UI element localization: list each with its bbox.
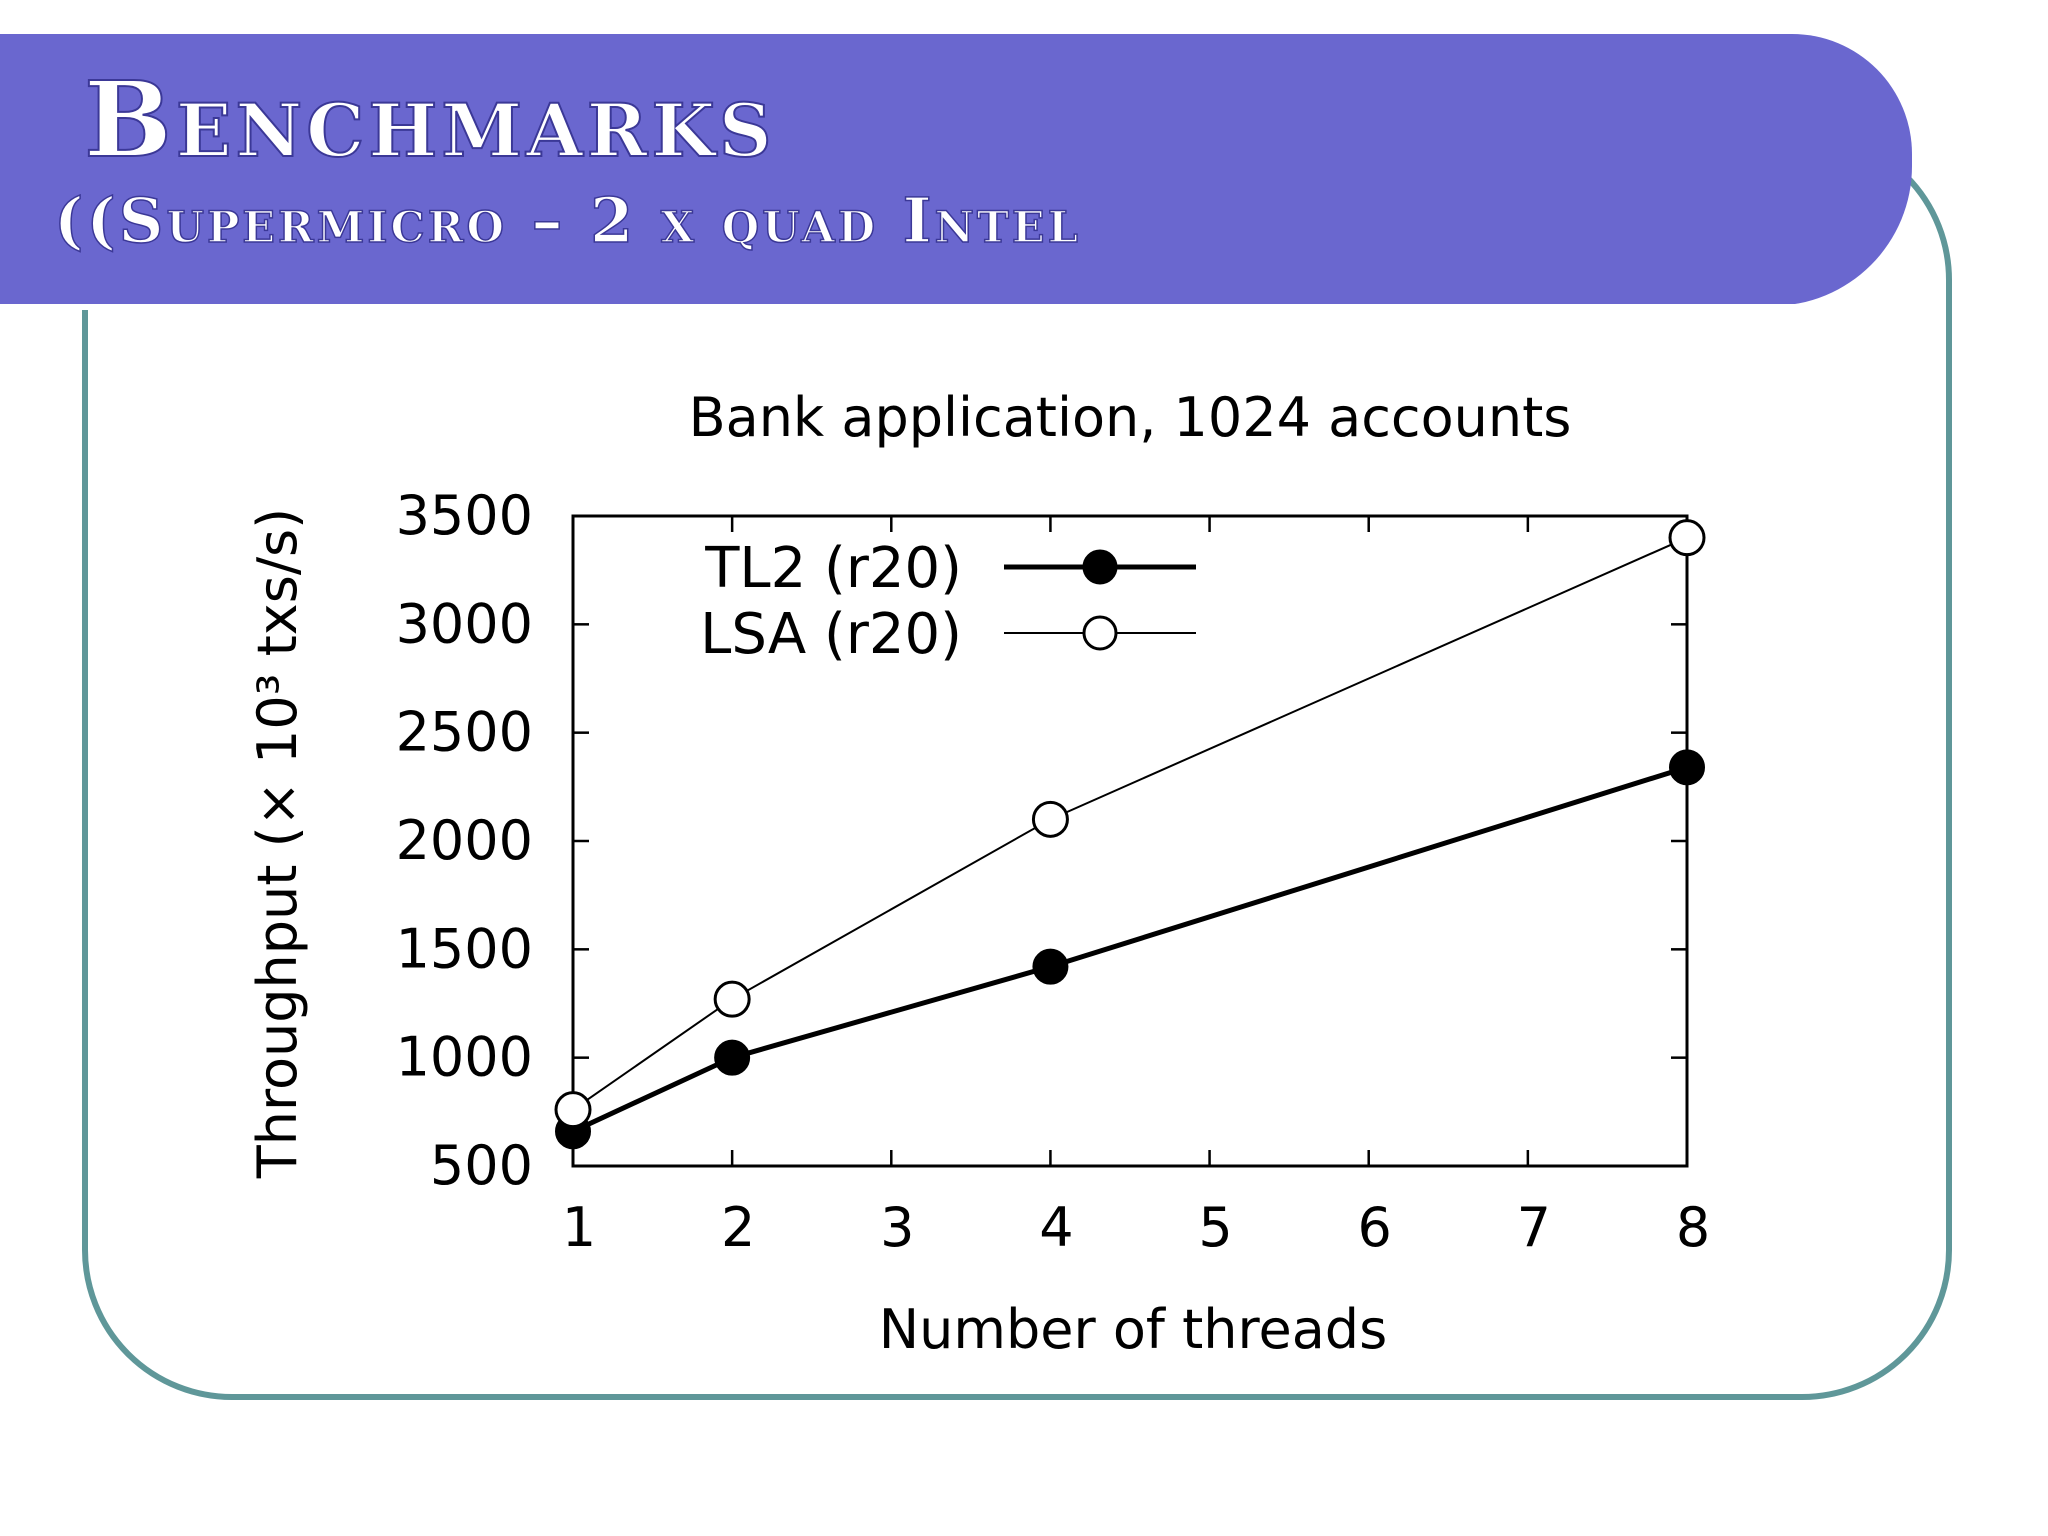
legend-label: LSA (r20) bbox=[700, 602, 962, 667]
data-point-filled bbox=[714, 1039, 751, 1076]
legend-label: TL2 (r20) bbox=[704, 536, 962, 601]
data-point-filled bbox=[1669, 749, 1705, 786]
x-tick-label: 3 bbox=[880, 1196, 914, 1259]
x-tick-label: 2 bbox=[721, 1196, 755, 1259]
data-point-open bbox=[1668, 519, 1706, 557]
y-tick-label: 1500 bbox=[396, 917, 533, 980]
x-tick-label: 1 bbox=[562, 1196, 596, 1259]
x-tick-label: 8 bbox=[1676, 1196, 1710, 1259]
data-point-open bbox=[554, 1091, 592, 1129]
legend-marker-1 bbox=[1082, 615, 1118, 651]
chart-title: Bank application, 1024 accounts bbox=[689, 386, 1572, 449]
y-tick-label: 2000 bbox=[396, 809, 533, 872]
content-frame bbox=[82, 130, 1952, 1400]
y-tick-label: 2500 bbox=[396, 701, 533, 764]
slide-title: Benchmarks bbox=[83, 58, 776, 181]
data-point-filled bbox=[1032, 948, 1069, 985]
data-point-open bbox=[1031, 800, 1069, 838]
banner-rule bbox=[0, 304, 1812, 310]
data-point-open bbox=[713, 980, 751, 1018]
x-tick-label: 4 bbox=[1039, 1196, 1073, 1259]
slide-subtitle: ((Supermicro – 2 x quad Intel bbox=[53, 184, 1081, 257]
y-tick-label: 3000 bbox=[396, 592, 533, 655]
series-line-0 bbox=[571, 764, 1688, 1134]
title-banner bbox=[0, 34, 1912, 310]
y-tick-label: 3500 bbox=[396, 484, 533, 547]
series-line-1 bbox=[572, 536, 1688, 1111]
x-tick-label: 6 bbox=[1358, 1196, 1392, 1259]
y-axis-label: Throughput (× 10³ txs/s) bbox=[246, 508, 309, 1180]
y-tick-label: 1000 bbox=[396, 1026, 533, 1089]
y-tick-label: 500 bbox=[430, 1134, 533, 1197]
x-tick-label: 7 bbox=[1517, 1196, 1551, 1259]
x-tick-label: 5 bbox=[1198, 1196, 1232, 1259]
x-axis-label: Number of threads bbox=[879, 1298, 1387, 1361]
legend-marker-0 bbox=[1082, 549, 1118, 585]
